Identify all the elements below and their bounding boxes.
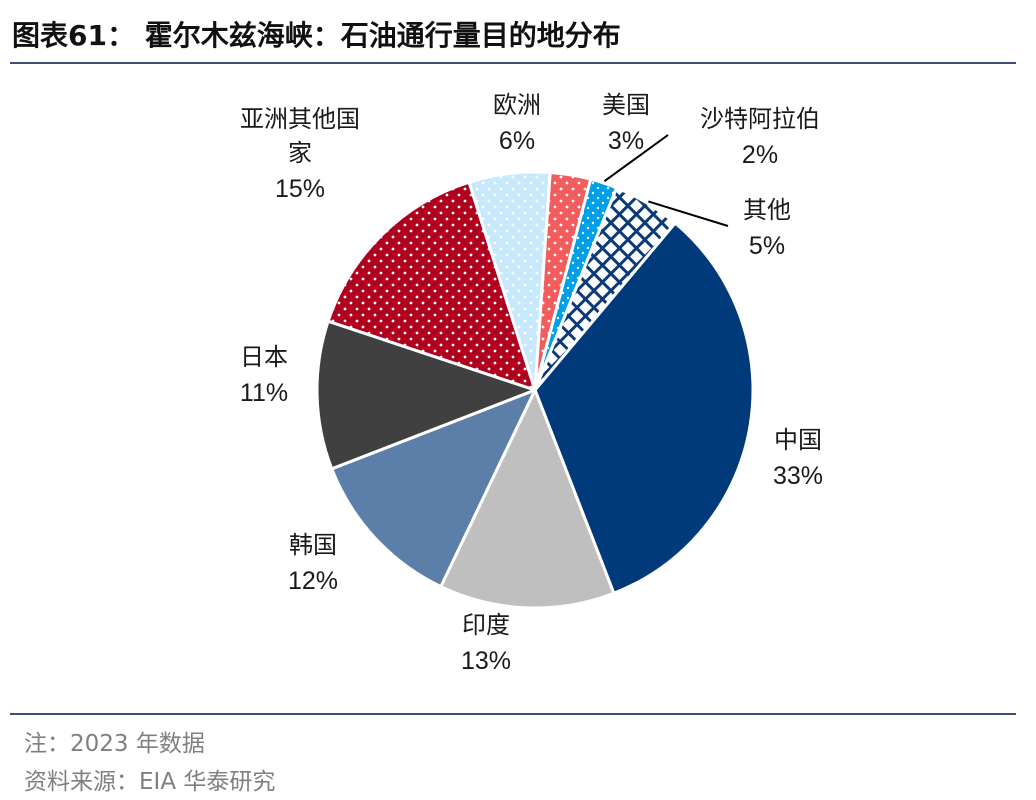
leader-lines (603, 134, 729, 227)
slice-label-2: 印度 (462, 611, 510, 639)
footnote: 注：2023 年数据 (24, 731, 205, 757)
slice-label-6: 欧洲 (493, 91, 541, 119)
slice-label-7: 美国 (602, 91, 650, 119)
pie-slice-4 (315, 319, 537, 471)
slice-label-5-line-1: 亚洲其他国 (240, 105, 360, 133)
chart-title: 图表61： 霍尔木兹海峡：石油通行量目的地分布 (12, 19, 621, 52)
pie-slices (315, 170, 755, 610)
source-note: 资料来源：EIA 华泰研究 (24, 769, 276, 795)
slice-label-3: 韩国 (289, 531, 337, 559)
slice-value-9: 5% (749, 232, 785, 260)
slice-value-2: 13% (461, 647, 511, 675)
slice-label-5-line-2: 家 (288, 139, 312, 167)
slice-value-4: 11% (240, 379, 288, 407)
leader-line-9 (648, 200, 729, 227)
pie-slice-1 (533, 221, 755, 595)
pie-slice-2 (439, 388, 616, 610)
slice-label-4: 日本 (240, 343, 288, 371)
pie-slice-5 (326, 180, 537, 392)
slice-value-6: 6% (499, 127, 535, 155)
slice-value-3: 12% (288, 567, 338, 595)
leader-line-8 (603, 134, 669, 183)
pie-slice-3 (330, 388, 537, 589)
pie-slice-9 (533, 186, 677, 392)
title-divider (10, 62, 1016, 64)
slice-value-7: 3% (608, 127, 644, 155)
slice-value-5: 15% (275, 175, 325, 203)
slice-label-1: 中国 (774, 426, 822, 454)
slice-label-9: 其他 (743, 196, 791, 224)
slice-label-8: 沙特阿拉伯 (700, 105, 820, 133)
footer-divider (10, 713, 1016, 715)
slice-value-1: 33% (773, 462, 823, 490)
slice-value-8: 2% (742, 141, 778, 169)
